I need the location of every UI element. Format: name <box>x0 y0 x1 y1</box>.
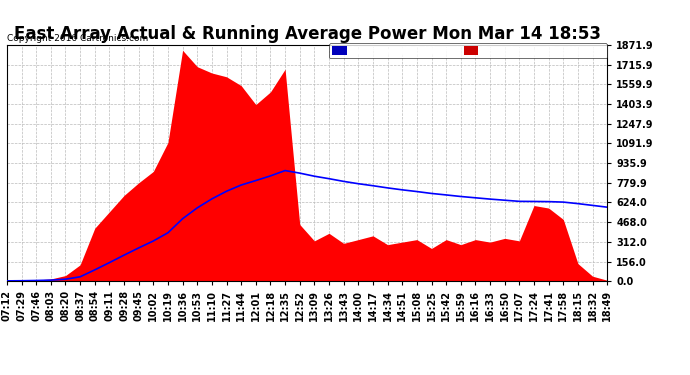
Title: East Array Actual & Running Average Power Mon Mar 14 18:53: East Array Actual & Running Average Powe… <box>14 26 600 44</box>
Legend: Average  (DC Watts), East Array  (DC Watts): Average (DC Watts), East Array (DC Watts… <box>329 43 607 58</box>
Text: Copyright 2016 Cartronics.com: Copyright 2016 Cartronics.com <box>7 34 148 43</box>
